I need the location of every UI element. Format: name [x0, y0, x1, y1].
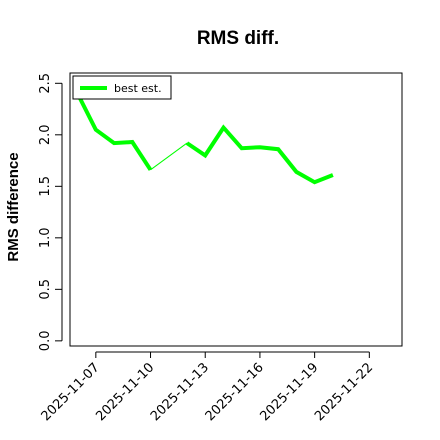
series-line-best-est	[185, 124, 334, 185]
y-tick-label: 0.5	[38, 279, 53, 300]
series-line-best-est	[75, 92, 153, 171]
series-gap-connector	[150, 142, 188, 171]
legend-box	[72, 75, 172, 100]
y-tick-label: 2.5	[38, 73, 53, 94]
plot-frame	[69, 72, 403, 347]
y-tick-label: 2.0	[38, 124, 53, 145]
legend: best est.	[72, 75, 172, 100]
y-axis: 0.0 0.5 1.0 1.5 2.0 2.5	[38, 73, 63, 352]
legend-label: best est.	[114, 82, 162, 95]
y-axis-label: RMS difference	[5, 152, 22, 261]
y-tick-label: 1.5	[38, 176, 53, 197]
plot-content	[75, 92, 334, 185]
y-tick-label: 1.0	[38, 227, 53, 248]
chart-title: RMS diff.	[197, 28, 279, 49]
x-axis: 2025-11-072025-11-102025-11-132025-11-16…	[39, 351, 376, 424]
x-tick-label: 2025-11-22	[312, 360, 376, 424]
y-tick-label: 0.0	[38, 331, 53, 352]
